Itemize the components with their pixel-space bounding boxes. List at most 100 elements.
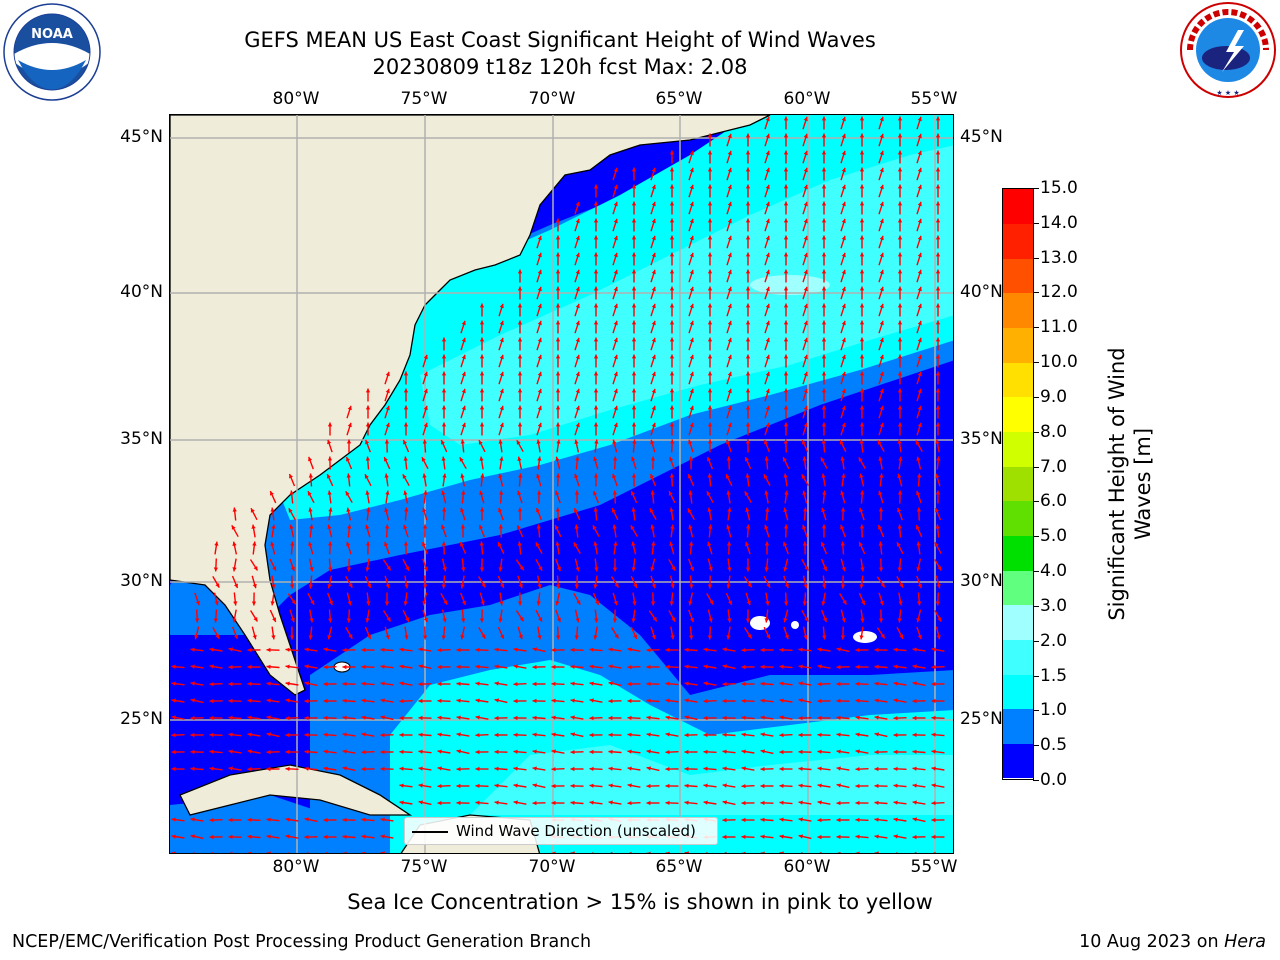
wind-wave-arrowhead	[479, 525, 483, 530]
colorbar-segment	[1003, 396, 1033, 433]
wind-wave-arrowhead	[327, 439, 332, 445]
wind-wave-arrowhead	[574, 524, 579, 529]
wind-wave-arrowhead	[589, 766, 594, 771]
wind-wave-arrowhead	[821, 320, 827, 325]
lon-label-top: 75°W	[400, 89, 448, 109]
wind-wave-arrowhead	[459, 457, 464, 462]
wind-wave-arrowhead	[855, 698, 860, 703]
wind-wave-arrowhead	[650, 524, 655, 529]
wind-wave-arrowhead	[707, 235, 713, 240]
wind-wave-arrowhead	[631, 235, 637, 240]
lat-label-right: 25°N	[960, 709, 1003, 729]
wind-wave-arrowhead	[931, 732, 936, 737]
wind-wave-arrowhead	[209, 732, 214, 737]
colorbar-tick-mark	[1033, 780, 1039, 781]
wind-wave-arrowhead	[917, 601, 922, 606]
wind-wave-arrowhead	[803, 184, 808, 190]
wind-wave-arrowhead	[669, 405, 675, 410]
wind-wave-arrow	[646, 852, 651, 853]
wind-wave-arrowhead	[931, 681, 936, 687]
wind-wave-arrowhead	[707, 405, 713, 410]
wind-wave-arrowhead	[403, 371, 409, 376]
wind-wave-arrowhead	[760, 715, 765, 720]
wind-wave-arrowhead	[304, 817, 309, 822]
wind-wave-arrowhead	[798, 783, 803, 788]
wind-wave-arrowhead	[304, 766, 309, 771]
wind-wave-arrowhead	[897, 354, 903, 359]
wind-wave-arrowhead	[707, 201, 713, 206]
wind-wave-arrowhead	[665, 715, 670, 720]
wind-wave-arrowhead	[498, 524, 503, 529]
wind-wave-arrowhead	[403, 541, 409, 546]
wind-wave-arrowhead	[593, 354, 599, 359]
wind-wave-arrowhead	[517, 371, 523, 376]
wind-wave-arrowhead	[441, 490, 446, 495]
wind-wave-arrowhead	[575, 269, 580, 275]
wind-wave-arrowhead	[461, 388, 466, 394]
wind-wave-arrowhead	[745, 388, 751, 393]
footer-date-text: 10 Aug 2023 on	[1079, 932, 1219, 952]
wind-wave-arrowhead	[839, 440, 844, 445]
wind-wave-arrowhead	[537, 235, 542, 241]
wind-wave-arrowhead	[361, 834, 366, 839]
wind-wave-arrowhead	[380, 681, 385, 686]
wind-wave-arrowhead	[722, 698, 727, 704]
wind-wave-arrowhead	[841, 320, 846, 326]
wind-wave-arrowhead	[285, 664, 290, 669]
wind-wave-arrowhead	[536, 473, 541, 479]
wind-wave-arrowhead	[479, 422, 485, 427]
wind-wave-arrowhead	[724, 851, 727, 853]
wind-wave-arrowhead	[917, 252, 922, 258]
wind-wave-arrowhead	[574, 635, 579, 640]
wind-wave-arrowhead	[760, 766, 765, 772]
wind-wave-arrowhead	[461, 618, 466, 623]
wind-wave-arrowhead	[803, 584, 808, 589]
wind-wave-arrowhead	[423, 584, 428, 589]
wind-wave-arrowhead	[802, 524, 807, 530]
wind-wave-arrowhead	[403, 601, 408, 606]
wind-wave-arrowhead	[842, 600, 847, 605]
wind-wave-arrowhead	[494, 664, 499, 669]
wind-wave-arrowhead	[555, 235, 561, 240]
wind-wave-arrowhead	[593, 507, 598, 512]
wind-wave-arrowhead	[779, 817, 784, 822]
wind-wave-arrowhead	[631, 354, 637, 359]
wind-wave-arrowhead	[266, 851, 271, 853]
wind-wave-arrowhead	[741, 800, 746, 806]
wind-wave-arrowhead	[365, 567, 370, 572]
wind-wave-arrowhead	[821, 269, 827, 274]
wind-wave-arrowhead	[669, 252, 675, 257]
wind-wave-arrowhead	[551, 767, 556, 772]
wind-wave-arrowhead	[441, 635, 446, 640]
wind-wave-arrowhead	[365, 456, 370, 461]
wind-wave-arrowhead	[779, 698, 784, 703]
wind-wave-arrowhead	[475, 733, 480, 738]
wind-wave-arrowhead	[574, 584, 579, 589]
wind-wave-arrowhead	[855, 767, 860, 772]
wind-wave-arrowhead	[631, 184, 637, 189]
wind-wave-arrowhead	[897, 473, 902, 479]
wind-wave-arrowhead	[880, 633, 885, 639]
wind-wave-arrowhead	[669, 286, 675, 291]
wind-wave-arrowhead	[912, 800, 917, 805]
wind-wave-arrowhead	[171, 715, 176, 720]
wind-wave-arrowhead	[784, 601, 789, 606]
wind-wave-arrowhead	[722, 647, 727, 652]
wind-wave-arrowhead	[935, 218, 941, 223]
wind-wave-arrowhead	[893, 664, 898, 669]
wind-wave-arrowhead	[555, 354, 561, 359]
wind-wave-arrowhead	[722, 732, 727, 737]
wind-wave-arrowhead	[612, 439, 617, 444]
wind-wave-arrowhead	[594, 567, 599, 572]
wind-wave-arrowhead	[669, 473, 674, 478]
wind-wave-arrowhead	[878, 456, 883, 461]
wind-wave-arrowhead	[745, 405, 751, 410]
wind-wave-arrowhead	[556, 566, 561, 572]
wind-wave-arrowhead	[479, 337, 485, 342]
wind-wave-arrowhead	[247, 732, 252, 737]
wind-wave-arrowhead	[917, 133, 922, 139]
colorbar	[1002, 188, 1034, 780]
wind-wave-arrowhead	[342, 647, 347, 653]
wind-wave-arrowhead	[855, 664, 860, 670]
wind-wave-arrowhead	[707, 252, 713, 257]
